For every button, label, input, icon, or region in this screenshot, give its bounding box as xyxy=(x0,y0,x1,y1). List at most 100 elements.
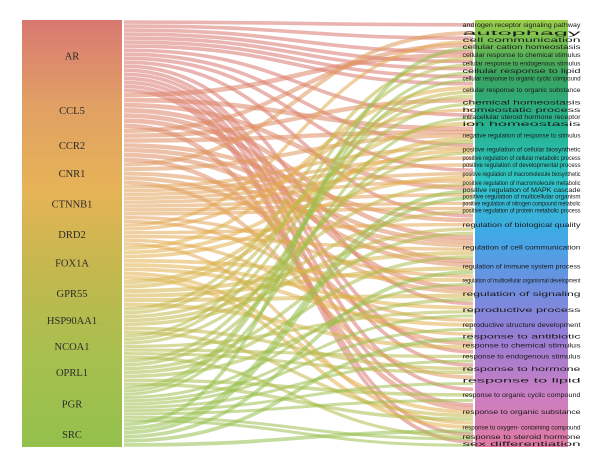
flow-link xyxy=(123,381,474,413)
term-label: response to organic substance xyxy=(463,409,582,416)
flow-link xyxy=(123,293,474,303)
flow-link xyxy=(123,189,474,431)
term-label: autophagy xyxy=(463,30,585,37)
term-label: positive regulation of cellular metaboli… xyxy=(463,155,581,162)
term-label: response to oxygen- containing compound xyxy=(463,424,582,431)
term-label: sex differentiation xyxy=(463,441,582,448)
term-label: response to chemical stimulus xyxy=(463,343,581,350)
flow-link xyxy=(123,32,474,64)
gene-label: FOX1A xyxy=(55,258,89,269)
flow-links xyxy=(123,20,474,447)
flow-link xyxy=(123,310,474,349)
flow-link xyxy=(123,71,474,390)
term-label: response to organic cyclic compound xyxy=(463,392,582,399)
term-label: positive regulation of macromolecule bio… xyxy=(463,171,581,178)
flow-link xyxy=(123,398,474,416)
flow-link xyxy=(123,330,474,418)
term-label: reproductive structure development xyxy=(463,322,581,329)
term-label: response to steroid hormone xyxy=(463,434,582,441)
flow-link xyxy=(123,148,474,244)
term-label: cellular response to chemical stimulus xyxy=(463,52,581,59)
flow-link xyxy=(123,266,474,298)
flow-link xyxy=(123,140,474,367)
term-label: regulation of immune system process xyxy=(463,264,581,271)
flow-link xyxy=(123,270,474,439)
term-label: positive regulation of MAPK cascade xyxy=(463,187,582,194)
flow-link xyxy=(123,20,474,27)
term-label: positive regulation of multicellular org… xyxy=(463,194,581,201)
term-label: response to hormone xyxy=(463,366,582,373)
flow-link xyxy=(123,46,474,427)
term-label: regulation of multicellular organismal d… xyxy=(463,277,581,284)
term-label: intracellular steroid hormone receptor xyxy=(463,114,581,121)
gene-labels: AR CCL5 CCR2 CNR1 CTNNB1 DRD2 FOX1A GPR55 HSP90A… xyxy=(47,52,97,441)
term-label: cellular cation homeostasis xyxy=(463,44,581,51)
flow-link xyxy=(123,163,474,197)
flow-link xyxy=(123,48,474,117)
flow-link xyxy=(123,337,474,443)
gene-label: HSP90AA1 xyxy=(47,316,97,327)
flow-link xyxy=(123,97,474,132)
flow-link xyxy=(123,136,474,289)
gene-label: NCOA1 xyxy=(54,342,89,353)
term-label: cellular response to organic cyclic comp… xyxy=(463,76,582,83)
flow-link xyxy=(123,326,474,371)
gene-label: CCL5 xyxy=(59,106,85,117)
flow-link xyxy=(123,382,474,421)
flow-link xyxy=(123,210,474,323)
flow-link xyxy=(123,327,474,406)
left-column-bar xyxy=(22,20,122,447)
flow-link xyxy=(123,63,474,338)
flow-link xyxy=(123,94,474,341)
gene-label: AR xyxy=(65,52,80,63)
flow-link xyxy=(123,117,474,396)
term-label: positive regulation of developmental pro… xyxy=(463,162,581,169)
flow-link xyxy=(123,151,474,345)
flow-link xyxy=(123,44,474,86)
gene-label: GPR55 xyxy=(57,289,88,300)
term-label: regulation of signaling xyxy=(463,291,582,298)
gene-label: DRD2 xyxy=(58,230,85,241)
flow-link xyxy=(123,52,474,98)
flow-link xyxy=(123,263,474,310)
term-label: chemical homeostasis xyxy=(463,100,581,107)
flow-link xyxy=(123,40,474,79)
term-label: reproductive process xyxy=(463,307,581,314)
term-label: cellular response to organic substance xyxy=(463,87,582,94)
gene-label: OPRL1 xyxy=(56,368,88,379)
flow-link xyxy=(123,56,474,311)
term-label: homeostatic process xyxy=(463,107,581,114)
flow-link xyxy=(123,314,474,403)
term-label: androgen receptor signaling pathway xyxy=(463,22,582,29)
term-label: response to lipid xyxy=(463,378,582,385)
term-label: positive regulation of protein metabolic… xyxy=(463,207,581,214)
flow-link xyxy=(123,429,474,447)
right-column-bar xyxy=(475,20,568,447)
gene-label: PGR xyxy=(62,400,82,411)
term-label: positive regulation of nitrogen compound… xyxy=(463,200,581,207)
flow-link xyxy=(123,31,474,167)
term-label: regulation of cell communication xyxy=(463,244,582,251)
term-label: positive regulation of cellular biosynth… xyxy=(463,146,581,153)
term-label: response to antibiotic xyxy=(463,334,581,341)
flow-link xyxy=(123,251,474,294)
flow-link xyxy=(123,84,474,437)
flow-link xyxy=(123,227,474,327)
gene-label: CTNNB1 xyxy=(52,200,93,211)
term-labels: androgen receptor signaling pathwayautop… xyxy=(463,22,585,448)
term-label: ion homeostasis xyxy=(463,121,581,128)
flow-link xyxy=(123,196,474,435)
gene-label: SRC xyxy=(62,430,82,441)
term-label: negative regulation of response to stimu… xyxy=(463,133,581,140)
flow-link xyxy=(123,234,474,251)
flow-link xyxy=(123,282,474,400)
term-label: cellular response to endogenous stimulus xyxy=(463,60,581,67)
flow-link xyxy=(123,133,474,172)
flow-link xyxy=(123,156,474,193)
term-label: cell communication xyxy=(463,37,582,44)
term-label: cellular response to lipid xyxy=(463,68,582,75)
term-label: regulation of biological quality xyxy=(463,222,582,229)
term-label: response to endogenous stimulus xyxy=(463,354,581,361)
